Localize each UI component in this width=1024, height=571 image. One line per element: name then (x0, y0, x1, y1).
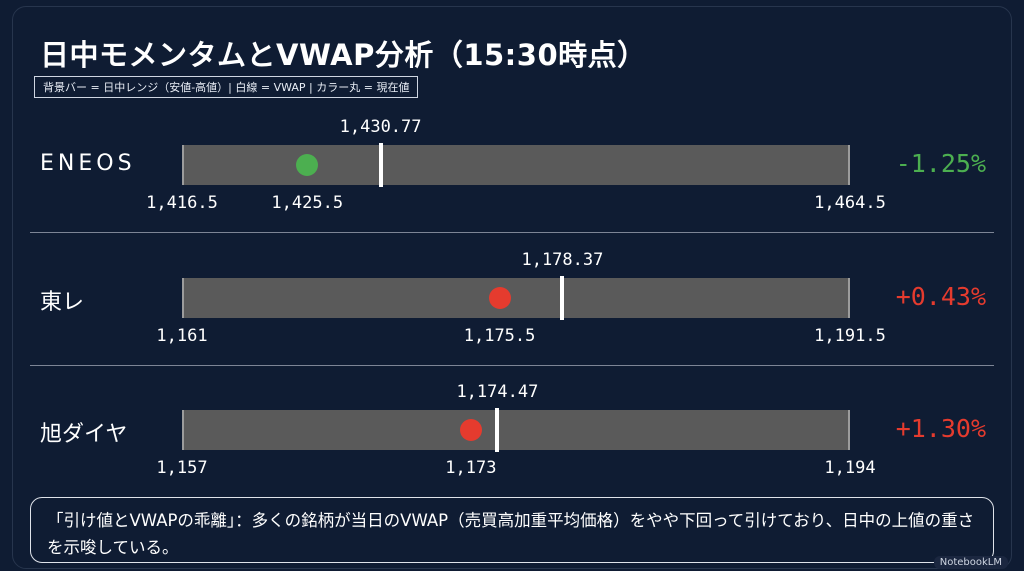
watermark: NotebookLM (933, 556, 1008, 569)
current-price-dot (459, 419, 482, 441)
high-label: 1,464.5 (814, 193, 886, 213)
current-price-dot (488, 287, 511, 309)
slide-frame (12, 6, 1012, 569)
vwap-label: 1,178.37 (521, 250, 604, 270)
change-percent: +1.30% (895, 414, 986, 443)
vwap-label: 1,430.77 (339, 117, 422, 137)
range-track (182, 145, 850, 185)
current-price-label: 1,425.5 (271, 193, 344, 213)
vwap-label: 1,174.47 (456, 382, 539, 402)
high-label: 1,194 (824, 458, 876, 478)
row-label: 旭ダイヤ (40, 422, 128, 447)
range-track (182, 278, 850, 318)
row-divider (30, 232, 994, 233)
legend-box: 背景バー = 日中レンジ（安値-高値）| 白線 = VWAP | カラー丸 = … (34, 76, 419, 98)
current-price-label: 1,173 (445, 458, 497, 478)
change-percent: -1.25% (895, 149, 986, 178)
summary-note: 「引け値とVWAPの乖離」：多くの銘柄が当日のVWAP（売買高加重平均価格）をや… (30, 497, 994, 563)
row-divider (30, 365, 994, 366)
low-label: 1,161 (156, 326, 208, 346)
low-label: 1,416.5 (146, 193, 218, 213)
current-price-label: 1,175.5 (463, 326, 536, 346)
row-label: 東レ (40, 290, 85, 315)
range-track (182, 410, 850, 450)
vwap-line (495, 408, 500, 452)
vwap-line (378, 143, 383, 187)
change-percent: +0.43% (895, 282, 986, 311)
page-title: 日中モメンタムとVWAP分析（15:30時点） (40, 38, 647, 72)
row-label: ENEOS (40, 151, 136, 176)
vwap-line (560, 276, 565, 320)
high-label: 1,191.5 (814, 326, 886, 346)
low-label: 1,157 (156, 458, 208, 478)
current-price-dot (296, 154, 319, 176)
